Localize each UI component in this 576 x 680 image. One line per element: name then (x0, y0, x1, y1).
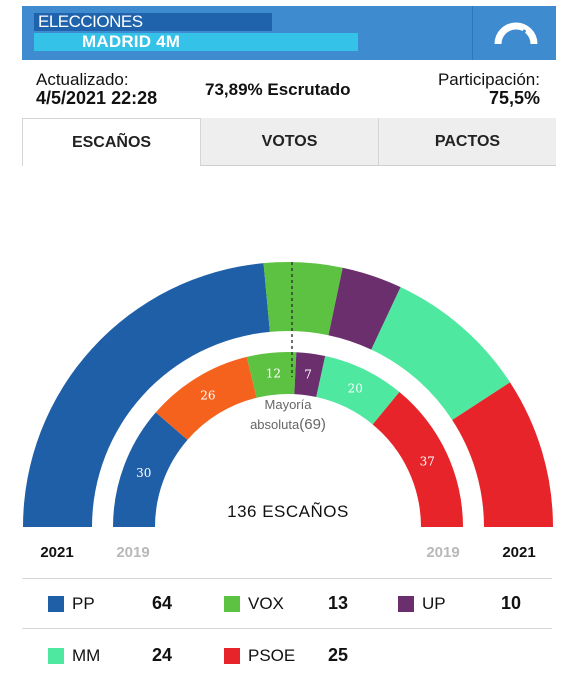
outer-segment-psoe[interactable] (452, 382, 553, 527)
majority-label-2: absoluta(69) (250, 416, 326, 433)
legend-swatch-up (398, 596, 414, 612)
legend-divider-top (22, 578, 552, 579)
legend-swatch-psoe (224, 648, 240, 664)
header-divider (472, 6, 473, 60)
legend-name-mm: MM (72, 646, 101, 665)
legend-name-pp: PP (72, 594, 95, 613)
legend-divider-middle (22, 628, 552, 629)
inner-ring-labels: 30 26 12 7 20 37 (136, 367, 435, 480)
inner-label-mm: 20 (348, 381, 363, 395)
year-outer-right: 2021 (502, 544, 535, 561)
year-inner-right: 2019 (426, 544, 459, 561)
logo-bottom-text: MADRID 4M (82, 32, 181, 51)
outer-ring-2021 (23, 261, 553, 527)
majority-label-1: Mayoría (265, 397, 313, 412)
inner-segment-up[interactable] (294, 352, 326, 398)
inner-segment-mm[interactable] (316, 355, 400, 425)
legend-value-psoe: 25 (328, 645, 349, 665)
app-header: ELECCIONES MADRID 4M (22, 6, 556, 60)
inner-label-psoe: 37 (420, 454, 435, 468)
legend-item-pp: PP (48, 594, 95, 614)
tab-pactos[interactable]: PACTOS (378, 118, 556, 166)
tab-votos[interactable]: VOTOS (200, 118, 378, 166)
total-seats-label: 136 ESCAÑOS (227, 502, 349, 521)
updated-info: Actualizado: 4/5/2021 22:28 (36, 70, 157, 108)
legend-swatch-pp (48, 596, 64, 612)
legend-value-vox: 13 (328, 593, 349, 613)
legend-item-psoe: PSOE (224, 646, 295, 666)
logo-top-text: ELECCIONES (38, 12, 143, 31)
majority-value: (69) (299, 416, 326, 433)
legend-name-psoe: PSOE (248, 646, 296, 665)
inner-segment-cs[interactable] (155, 356, 257, 440)
legend-swatch-vox (224, 596, 240, 612)
legend-name-vox: VOX (248, 594, 284, 613)
logo-elecciones: ELECCIONES (34, 13, 272, 31)
tab-escanos[interactable]: ESCAÑOS (22, 118, 200, 166)
inner-segment-psoe[interactable] (372, 392, 463, 527)
inner-label-up: 7 (304, 367, 312, 381)
participation-value: 75,5% (488, 88, 540, 108)
inner-segment-pp[interactable] (113, 412, 188, 527)
inner-label-pp: 30 (136, 466, 151, 480)
logo-madrid: MADRID 4M (34, 33, 358, 51)
inner-label-vox: 12 (266, 367, 281, 381)
legend-value-mm: 24 (152, 645, 173, 665)
participation-info: Participación: 75,5% (438, 70, 540, 108)
year-outer-left: 2021 (40, 544, 73, 561)
updated-label: Actualizado: (36, 70, 129, 89)
view-tabs: ESCAÑOS VOTOS PACTOS (22, 118, 556, 166)
majority-label-2-text: absoluta (250, 417, 300, 432)
legend-item-up: UP (398, 594, 446, 614)
seats-chart: 30 26 12 7 20 37 Mayoría absoluta(69) 136 ESC… (23, 261, 553, 561)
updated-value: 4/5/2021 22:28 (36, 88, 158, 108)
inner-label-cs: 26 (200, 389, 215, 403)
legend-item-mm: MM (48, 646, 100, 666)
legend-swatch-mm (48, 648, 64, 664)
outer-segment-mm[interactable] (371, 287, 511, 420)
outer-segment-up[interactable] (328, 267, 401, 350)
inner-ring-2019 (113, 352, 463, 527)
legend-value-pp: 64 (152, 593, 173, 613)
year-inner-left: 2019 (116, 544, 149, 561)
legend-item-vox: VOX (224, 594, 284, 614)
outer-segment-pp[interactable] (23, 263, 270, 527)
inner-segment-vox[interactable] (246, 352, 297, 398)
gauge-icon[interactable] (494, 20, 538, 46)
legend-value-up: 10 (501, 593, 522, 613)
counted-percentage: 73,89% Escrutado (205, 80, 351, 99)
outer-segment-vox[interactable] (263, 261, 343, 336)
legend-name-up: UP (422, 594, 446, 613)
participation-label: Participación: (437, 70, 540, 89)
